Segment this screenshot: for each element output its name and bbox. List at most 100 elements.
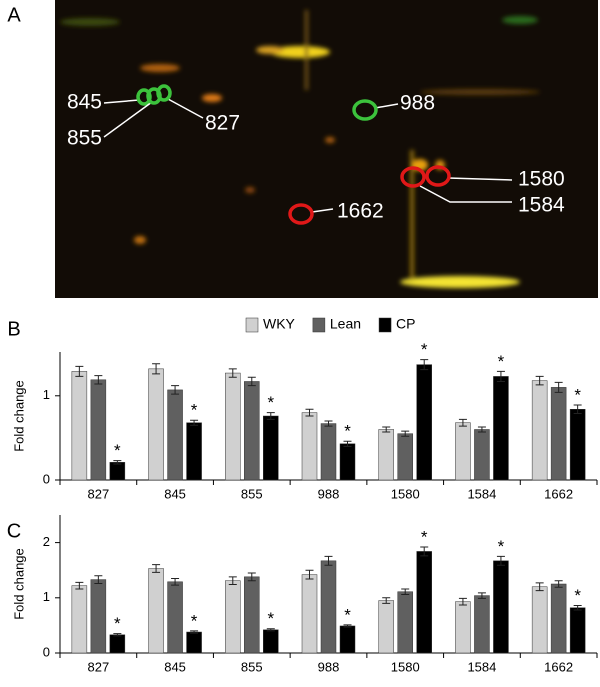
error-bar xyxy=(247,376,256,387)
bar xyxy=(90,579,107,654)
y-tick-label: 1 xyxy=(43,387,50,402)
gel-spots: 845 855 827 988 1580 1584 1662 xyxy=(67,84,565,225)
leader-line xyxy=(167,98,204,119)
significance-marker: * xyxy=(421,340,428,359)
bar xyxy=(531,380,548,481)
error-bar xyxy=(554,580,563,588)
error-bar xyxy=(113,460,122,465)
spot-circle xyxy=(288,203,314,225)
error-bar xyxy=(324,555,333,566)
bar xyxy=(569,409,586,481)
spot-label: 1580 xyxy=(518,168,565,191)
legend-swatch xyxy=(245,317,259,333)
error-bar xyxy=(324,420,333,427)
error-bar xyxy=(401,588,410,595)
bar xyxy=(339,443,356,481)
bar xyxy=(455,601,471,654)
x-tick-label: 988 xyxy=(318,659,340,674)
bar xyxy=(569,607,586,654)
x-tick-label: 1580 xyxy=(391,486,420,501)
error-bar xyxy=(94,375,103,385)
error-bar xyxy=(190,419,199,426)
bar xyxy=(474,429,490,481)
bar xyxy=(416,364,432,481)
bar xyxy=(148,368,164,481)
bar xyxy=(378,429,394,481)
significance-marker: * xyxy=(498,352,505,371)
bar xyxy=(416,551,432,654)
error-bar xyxy=(266,628,275,632)
y-axis-label: Fold change xyxy=(11,380,26,452)
bar xyxy=(301,412,318,481)
bar xyxy=(493,376,509,481)
x-tick-label: 1580 xyxy=(391,659,420,674)
bar xyxy=(474,595,490,654)
leader-line xyxy=(103,99,140,104)
error-bar xyxy=(496,370,505,382)
bar xyxy=(71,371,88,481)
legend-label: CP xyxy=(396,316,415,332)
spot-label: 855 xyxy=(67,127,102,150)
spot-label: 1584 xyxy=(518,194,565,217)
significance-marker: * xyxy=(574,386,581,405)
x-tick-label: 855 xyxy=(241,486,263,501)
significance-marker: * xyxy=(498,537,505,556)
x-tick-label: 845 xyxy=(164,659,186,674)
error-bar xyxy=(152,564,161,573)
error-bar xyxy=(113,633,122,637)
error-bar xyxy=(496,555,505,566)
legend-label: Lean xyxy=(330,316,361,332)
spot-circle xyxy=(425,165,451,187)
legend-swatch xyxy=(378,317,392,333)
bar xyxy=(186,422,202,481)
y-tick-label: 1 xyxy=(43,589,50,604)
error-bar xyxy=(171,577,180,586)
spot-label: 845 xyxy=(67,91,102,114)
panel-letter: B xyxy=(7,318,20,340)
significance-marker: * xyxy=(421,528,428,547)
error-bar xyxy=(382,597,391,604)
error-bar xyxy=(75,581,84,590)
bar xyxy=(455,422,471,481)
spot-label: 1662 xyxy=(337,200,384,223)
error-bar xyxy=(573,404,582,414)
bar xyxy=(550,387,567,481)
error-bar xyxy=(554,381,563,393)
bar xyxy=(90,379,107,481)
error-bar xyxy=(477,592,486,599)
x-tick-label: 827 xyxy=(88,486,110,501)
error-bar xyxy=(228,576,237,586)
x-tick-label: 845 xyxy=(164,486,186,501)
error-bar xyxy=(171,385,180,395)
x-tick-label: 1662 xyxy=(544,659,573,674)
significance-marker: * xyxy=(191,401,198,420)
bar xyxy=(531,586,548,654)
bar xyxy=(263,415,279,481)
spot-circle xyxy=(400,166,426,188)
x-tick-label: 1584 xyxy=(467,659,496,674)
error-bar xyxy=(266,412,275,420)
error-bar xyxy=(228,368,237,378)
error-bar xyxy=(420,359,429,371)
bar xyxy=(378,600,394,654)
bar xyxy=(225,580,241,654)
y-tick-label: 2 xyxy=(43,534,50,549)
spot-circle xyxy=(352,99,378,121)
bar xyxy=(397,591,413,654)
bar xyxy=(550,583,567,654)
error-bar xyxy=(535,375,544,386)
bar xyxy=(148,568,164,654)
bar xyxy=(225,372,241,481)
significance-marker: * xyxy=(114,441,121,460)
spot-circle xyxy=(156,84,172,102)
leader-line xyxy=(419,185,512,203)
error-bar xyxy=(458,597,467,606)
error-bar xyxy=(535,582,544,592)
error-bar xyxy=(152,363,161,375)
error-bar xyxy=(190,630,199,634)
bar xyxy=(244,381,260,481)
panel-letter: C xyxy=(7,520,21,542)
y-tick-label: 0 xyxy=(43,471,50,486)
error-bar xyxy=(573,605,582,611)
